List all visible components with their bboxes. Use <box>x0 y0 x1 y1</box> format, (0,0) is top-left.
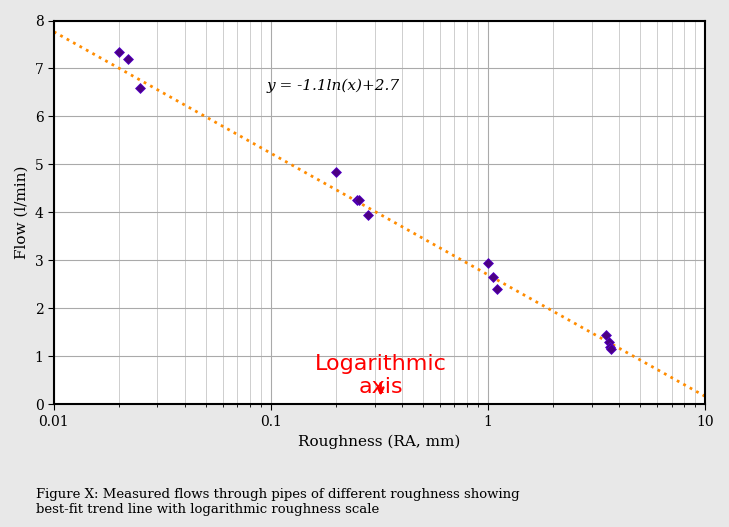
Point <box>483 259 494 267</box>
X-axis label: Roughness (RA, mm): Roughness (RA, mm) <box>298 434 461 449</box>
Point <box>603 338 615 346</box>
Point <box>601 330 612 339</box>
Point <box>114 47 125 56</box>
Point <box>362 211 374 219</box>
Point <box>330 168 342 176</box>
Point <box>354 196 365 204</box>
Point <box>122 55 134 63</box>
Point <box>134 83 146 92</box>
Y-axis label: Flow (l/min): Flow (l/min) <box>15 165 29 259</box>
Text: Figure X: Measured flows through pipes of different roughness showing
best-fit t: Figure X: Measured flows through pipes o… <box>36 489 520 516</box>
Point <box>604 343 616 351</box>
Point <box>487 273 499 281</box>
Point <box>606 345 617 354</box>
Text: Logarithmic
axis: Logarithmic axis <box>315 354 447 397</box>
Point <box>491 285 503 294</box>
Point <box>351 196 363 204</box>
Text: y = -1.1ln(x)+2.7: y = -1.1ln(x)+2.7 <box>266 79 399 93</box>
